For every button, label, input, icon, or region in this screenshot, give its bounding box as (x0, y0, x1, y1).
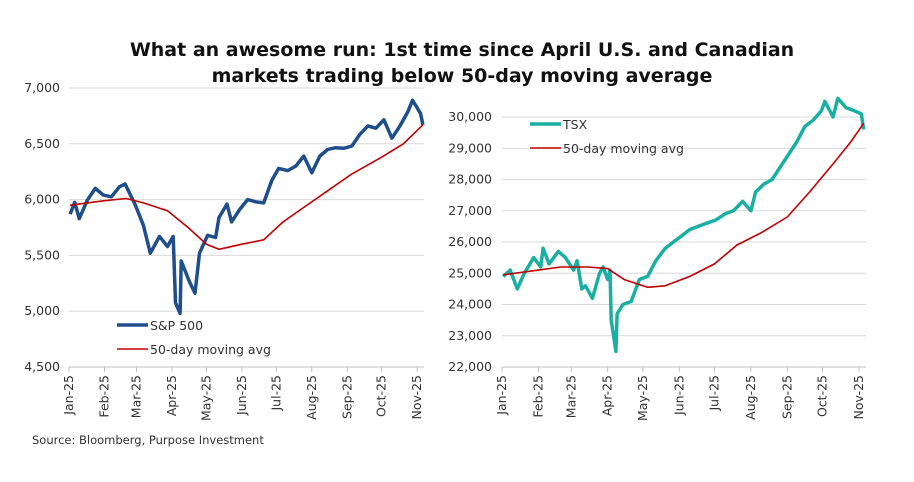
x-tick-label: Jul-25 (707, 375, 722, 412)
legend-label: TSX (562, 117, 588, 132)
x-tick-label: Mar-25 (563, 375, 578, 418)
x-tick-label: Mar-25 (129, 375, 144, 418)
x-tick-label: Jan-25 (494, 375, 509, 416)
chart-title-line-2: markets trading below 50-day moving aver… (212, 65, 713, 87)
x-tick-label: Feb-25 (97, 375, 112, 418)
y-tick-label: 28,000 (448, 172, 492, 187)
x-tick-label: Feb-25 (530, 375, 545, 418)
series-line-moving-average (69, 124, 424, 251)
x-tick-label: Aug-25 (743, 375, 758, 420)
chart-title-line-1: What an awesome run: 1st time since Apri… (130, 39, 794, 61)
legend-label: 50-day moving avg (563, 141, 684, 156)
y-tick-label: 6,500 (24, 136, 60, 151)
source-note: Source: Bloomberg, Purpose Investment (32, 433, 264, 447)
x-tick-label: Sep-25 (779, 375, 794, 419)
x-tick-label: Jun-25 (671, 375, 686, 416)
y-tick-label: 5,500 (24, 247, 60, 262)
y-tick-label: 26,000 (448, 234, 492, 249)
y-tick-label: 23,000 (448, 328, 492, 343)
x-tick-label: Aug-25 (304, 375, 319, 420)
y-tick-label: 6,000 (24, 192, 60, 207)
y-tick-label: 22,000 (448, 359, 492, 374)
y-tick-label: 25,000 (448, 265, 492, 280)
x-tick-label: Jun-25 (234, 375, 249, 416)
sp500-panel: 4,500 5,000 5,500 6,000 6,500 7,000 Jan-25 Feb-… (24, 80, 425, 421)
x-tick-label: Sep-25 (339, 375, 354, 419)
x-tick-label: Oct-25 (374, 375, 389, 417)
legend-label: 50-day moving avg (150, 342, 271, 357)
x-tick-label: Jul-25 (268, 375, 283, 412)
y-tick-label: 29,000 (448, 140, 492, 155)
y-tick-label: 5,000 (24, 303, 60, 318)
x-tick-label: May-25 (635, 375, 650, 421)
x-tick-label: Oct-25 (815, 375, 830, 417)
series-line-moving-average (503, 122, 865, 289)
y-tick-label: 24,000 (448, 297, 492, 312)
y-tick-label: 27,000 (448, 203, 492, 218)
x-tick-label: Jan-25 (61, 375, 76, 416)
x-tick-label: Apr-25 (164, 375, 179, 416)
legend-label: S&P 500 (150, 318, 203, 333)
y-tick-label: 4,500 (24, 359, 60, 374)
series-line-index (68, 98, 425, 316)
tsx-panel: 22,000 23,000 24,000 25,000 26,000 27,000 28,0… (448, 96, 866, 421)
x-tick-label: Apr-25 (600, 375, 615, 416)
y-tick-label: 30,000 (448, 109, 492, 124)
x-tick-label: Nov-25 (409, 375, 424, 419)
y-tick-label: 7,000 (24, 80, 60, 95)
x-tick-label: Nov-25 (851, 375, 866, 419)
x-tick-label: May-25 (198, 375, 213, 421)
series-line-index (502, 96, 866, 354)
